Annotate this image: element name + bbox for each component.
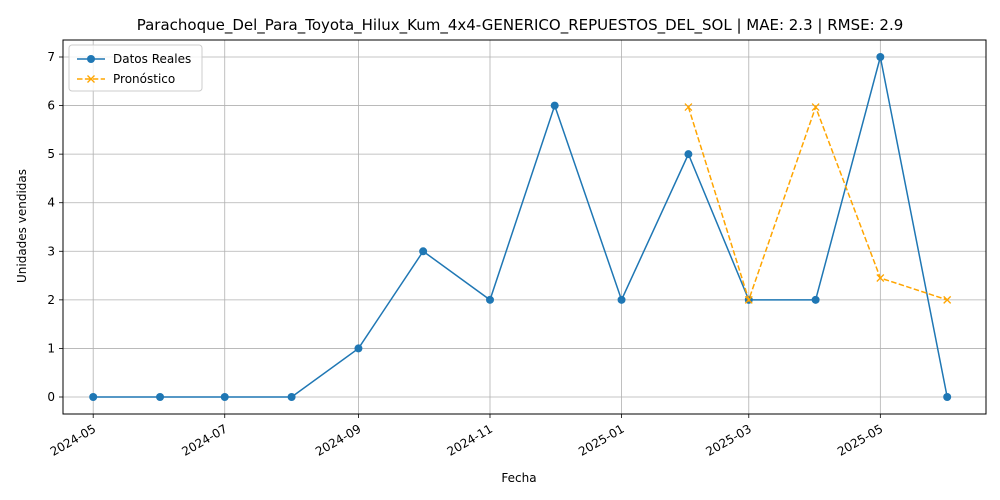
grid <box>63 40 986 414</box>
x-axis-label: Fecha <box>501 471 536 485</box>
x-tick-label: 2025-05 <box>835 422 885 459</box>
y-tick-label: 5 <box>47 147 55 161</box>
chart-title: Parachoque_Del_Para_Toyota_Hilux_Kum_4x4… <box>137 16 904 35</box>
y-axis-label: Unidades vendidas <box>15 169 29 283</box>
x-marker-stroke <box>876 274 885 282</box>
plot-frame <box>62 39 987 415</box>
data-point <box>156 393 165 401</box>
legend-label: Datos Reales <box>113 52 191 66</box>
data-point <box>485 295 494 304</box>
x-marker-stroke <box>943 295 952 304</box>
legend-label: Pronóstico <box>113 72 175 86</box>
data-point <box>684 150 693 159</box>
y-tick-label: 2 <box>47 293 55 307</box>
legend-marker <box>87 55 95 63</box>
x-tick-label: 2025-03 <box>703 422 753 459</box>
data-point <box>287 393 296 401</box>
x-tick-label: 2024-05 <box>48 422 98 459</box>
data-point <box>220 393 229 401</box>
data-point <box>419 247 428 256</box>
series-line-datos-reales <box>93 56 948 398</box>
x-tick-label: 2024-07 <box>179 422 229 459</box>
y-tick-label: 0 <box>47 390 55 404</box>
x-tick-label: 2024-09 <box>313 422 363 459</box>
y-tick-label: 3 <box>47 244 55 258</box>
x-tick-label: 2025-01 <box>576 422 626 459</box>
y-tick-label: 6 <box>47 99 55 113</box>
data-point <box>811 295 820 304</box>
x-marker-stroke <box>684 103 693 111</box>
legend-marker <box>87 75 95 83</box>
x-marker-stroke <box>811 103 820 111</box>
x-tick-label: 2024-11 <box>445 422 495 459</box>
forecast-point <box>684 103 693 111</box>
data-point <box>89 393 98 401</box>
series-layer <box>89 53 952 401</box>
y-tick-label: 7 <box>47 50 55 64</box>
legend: Datos Reales Pronóstico <box>68 44 203 92</box>
forecast-point <box>811 103 820 111</box>
y-tick-label: 1 <box>47 341 55 355</box>
x-marker-stroke <box>744 295 753 304</box>
data-point <box>354 344 363 353</box>
y-tick-label: 4 <box>47 196 55 210</box>
data-point <box>617 295 626 304</box>
data-point <box>876 53 885 61</box>
forecast-point <box>744 295 753 304</box>
data-point <box>550 101 559 110</box>
forecast-point <box>943 295 952 304</box>
data-point <box>943 393 952 401</box>
forecast-point <box>876 274 885 282</box>
